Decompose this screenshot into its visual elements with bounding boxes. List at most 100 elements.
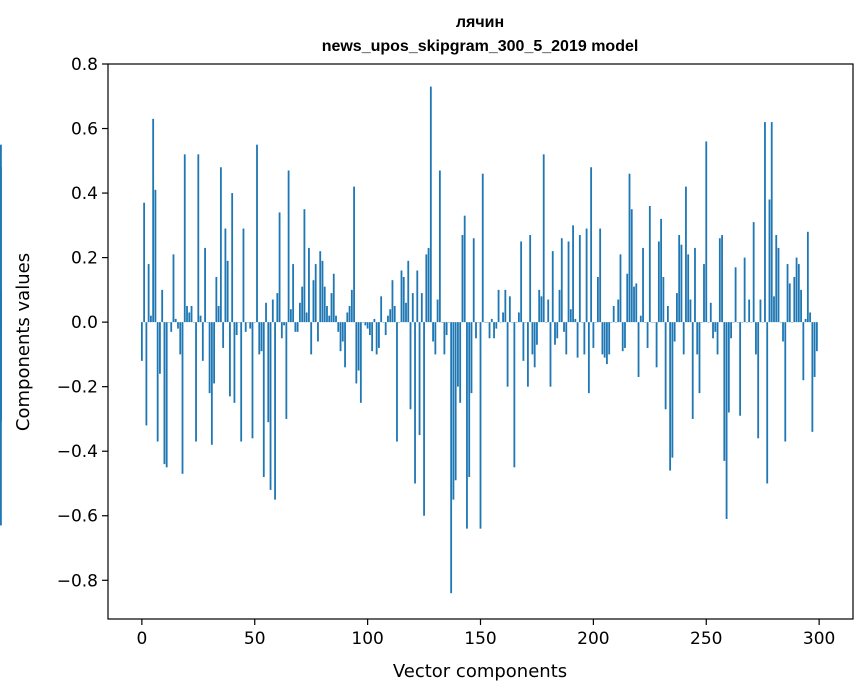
y-tick-label: 0.2 [71, 249, 98, 269]
bar [427, 247, 430, 323]
bar [533, 322, 536, 368]
x-tick-label: 150 [464, 629, 496, 649]
bar [287, 170, 290, 323]
bar [280, 322, 283, 339]
bar [619, 254, 622, 323]
bar [328, 315, 331, 323]
bar [341, 322, 344, 342]
bar [267, 322, 270, 423]
bar [380, 296, 383, 323]
bar [359, 322, 362, 403]
bar [235, 322, 238, 336]
bar [682, 322, 685, 355]
bar [513, 322, 516, 468]
bar [795, 257, 798, 323]
bar [599, 228, 602, 323]
bar [303, 209, 306, 323]
bar [569, 309, 572, 323]
bar [714, 322, 717, 332]
bar [199, 315, 202, 323]
bar [734, 267, 737, 323]
bar [233, 322, 236, 403]
bar [506, 322, 509, 387]
bar [368, 322, 371, 336]
bar [219, 167, 222, 323]
bar [215, 276, 218, 323]
bar [628, 173, 631, 323]
bar [402, 276, 405, 323]
bar [244, 322, 247, 332]
bar [811, 322, 814, 432]
bar [224, 228, 227, 323]
bar [642, 247, 644, 323]
bar [585, 228, 588, 323]
y-axis-label: Components values [13, 253, 34, 431]
bar [294, 322, 297, 332]
y-tick-label: −0.4 [57, 442, 98, 462]
bar [217, 306, 220, 323]
bar [468, 322, 471, 478]
bar [314, 264, 317, 323]
bar [592, 322, 595, 348]
bar [457, 322, 459, 387]
bar [378, 322, 380, 348]
bar [355, 322, 358, 384]
bar [326, 306, 328, 323]
bar [549, 322, 552, 387]
bar [560, 238, 563, 323]
bar [694, 247, 696, 323]
bar [179, 322, 182, 355]
bar [773, 296, 775, 323]
bar [256, 144, 258, 323]
bar [174, 318, 177, 323]
bar [409, 322, 412, 410]
bar [612, 306, 615, 323]
y-tick-label: 0.4 [71, 184, 98, 204]
bar [438, 170, 441, 323]
bar [172, 254, 175, 323]
bar [508, 296, 511, 323]
bar [542, 154, 545, 323]
bar [445, 322, 448, 336]
bar [321, 260, 324, 323]
bar [630, 209, 633, 323]
bar [646, 322, 649, 348]
bar [633, 286, 635, 323]
bar [140, 322, 143, 361]
bar [716, 322, 719, 355]
bar [204, 247, 206, 323]
y-axis: 0.8 0.6 0.4 0.2 0.0 −0.2 −0.4 −0.6 −0.8 [57, 55, 108, 591]
bar [357, 322, 360, 371]
bar [249, 322, 252, 329]
bar [0, 322, 2, 423]
bar [165, 322, 168, 468]
bar [596, 276, 599, 323]
bar [698, 322, 701, 394]
bar [466, 322, 468, 529]
bar [186, 306, 188, 323]
bar [391, 280, 394, 323]
bar [804, 318, 807, 323]
x-tick-label: 200 [577, 629, 609, 649]
bar [590, 167, 593, 323]
bar [578, 235, 581, 323]
bar [723, 322, 726, 461]
bar [705, 141, 708, 323]
bar [777, 247, 780, 323]
bar [689, 299, 692, 323]
y-tick-label: 0.0 [71, 313, 98, 333]
bar [251, 322, 254, 439]
bar [576, 322, 579, 358]
bar [748, 299, 751, 323]
bar [396, 322, 398, 442]
bar [332, 273, 335, 323]
bar [502, 312, 504, 323]
bar [766, 322, 769, 484]
bar [461, 235, 464, 323]
bar [784, 322, 787, 442]
bar [815, 322, 818, 352]
bar [434, 322, 437, 355]
bar [488, 322, 491, 339]
bar [274, 322, 276, 500]
bar [226, 260, 229, 323]
